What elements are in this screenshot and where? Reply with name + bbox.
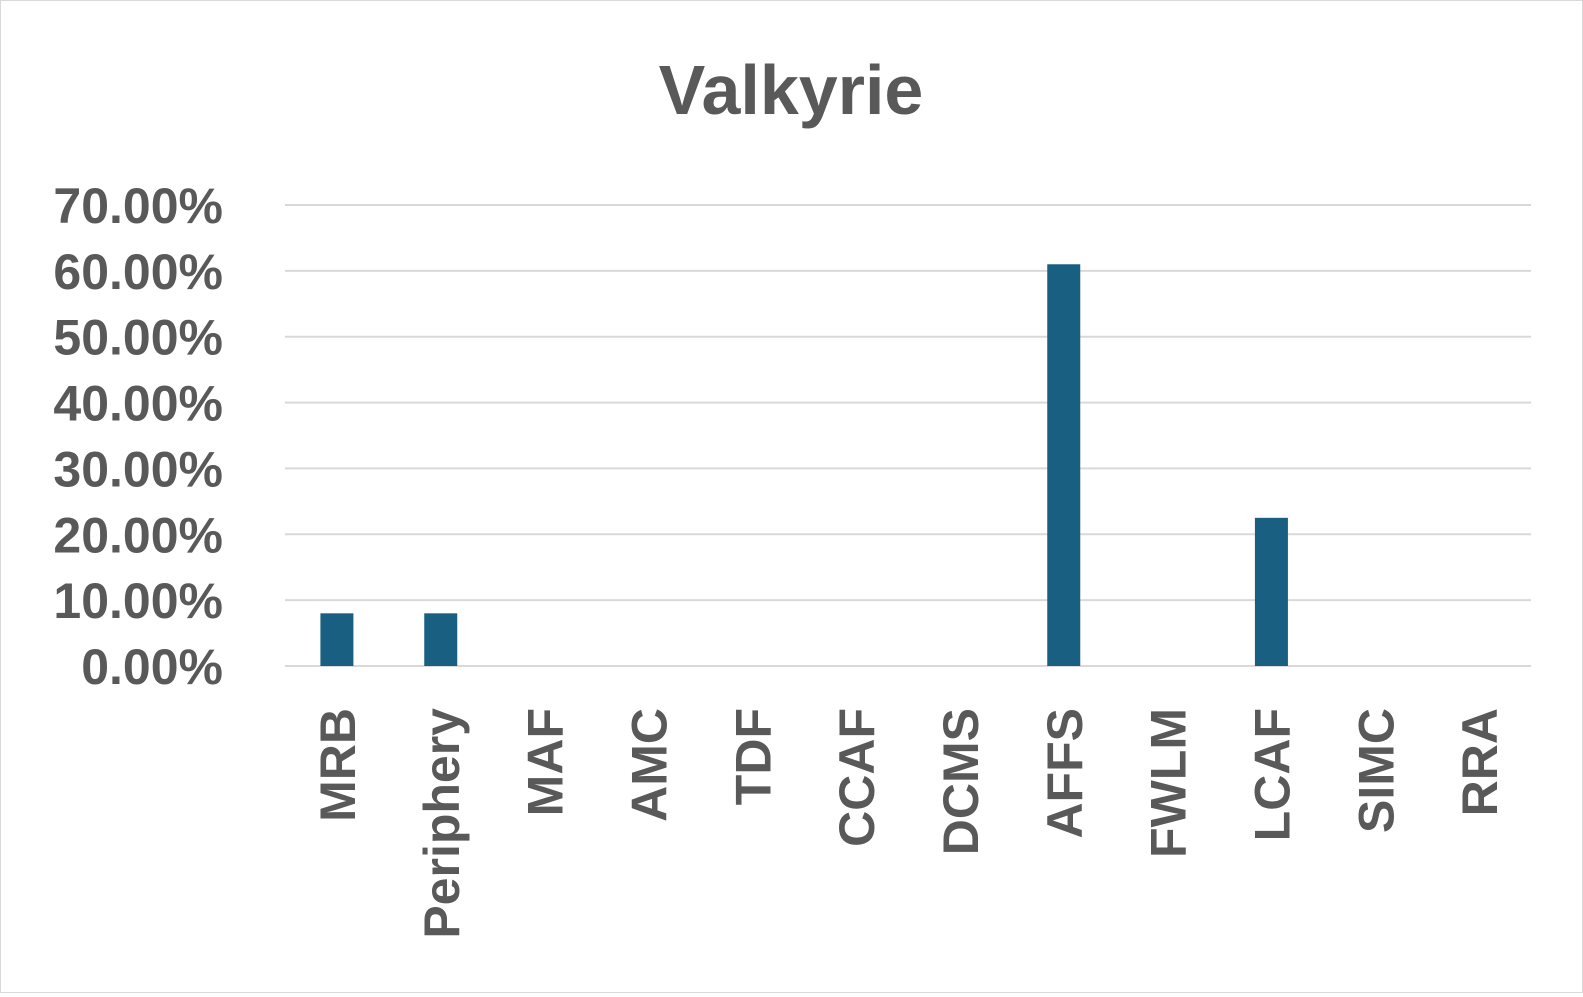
y-tick-label: 10.00% <box>53 573 223 629</box>
x-category-label: LCAF <box>1244 708 1300 841</box>
x-category-label: MRB <box>310 708 366 822</box>
y-tick-label: 20.00% <box>53 507 223 563</box>
bar-mrb <box>320 613 354 666</box>
x-category-label: Periphery <box>414 708 470 939</box>
x-category-label: FWLM <box>1141 708 1197 858</box>
x-category-label: AFFS <box>1037 708 1093 839</box>
x-category-label: CCAF <box>829 708 885 847</box>
bar-affs <box>1047 264 1081 666</box>
x-axis-category-labels: MRB Periphery MAF AMC TDF CCAF DCMS AFFS FWLM LCA… <box>310 708 1508 939</box>
y-axis-tick-labels: 0.00% 10.00% 20.00% 30.00% 40.00% 50.00% 60.00… <box>53 178 223 695</box>
y-tick-label: 40.00% <box>53 376 223 432</box>
x-category-label: SIMC <box>1348 708 1404 833</box>
y-tick-label: 60.00% <box>53 244 223 300</box>
bars <box>320 264 1288 666</box>
x-category-label: DCMS <box>933 708 989 855</box>
y-tick-label: 0.00% <box>81 639 223 695</box>
y-tick-label: 30.00% <box>53 441 223 497</box>
bar-periphery <box>424 613 458 666</box>
x-category-label: TDF <box>725 708 781 805</box>
x-category-label: MAF <box>518 708 574 816</box>
x-category-label: AMC <box>621 708 677 822</box>
gridlines <box>285 204 1531 667</box>
chart-title: Valkyrie <box>659 51 924 129</box>
y-tick-label: 50.00% <box>53 310 223 366</box>
y-tick-label: 70.00% <box>53 178 223 234</box>
bar-lcaf <box>1254 517 1288 666</box>
x-category-label: RRA <box>1452 708 1508 816</box>
